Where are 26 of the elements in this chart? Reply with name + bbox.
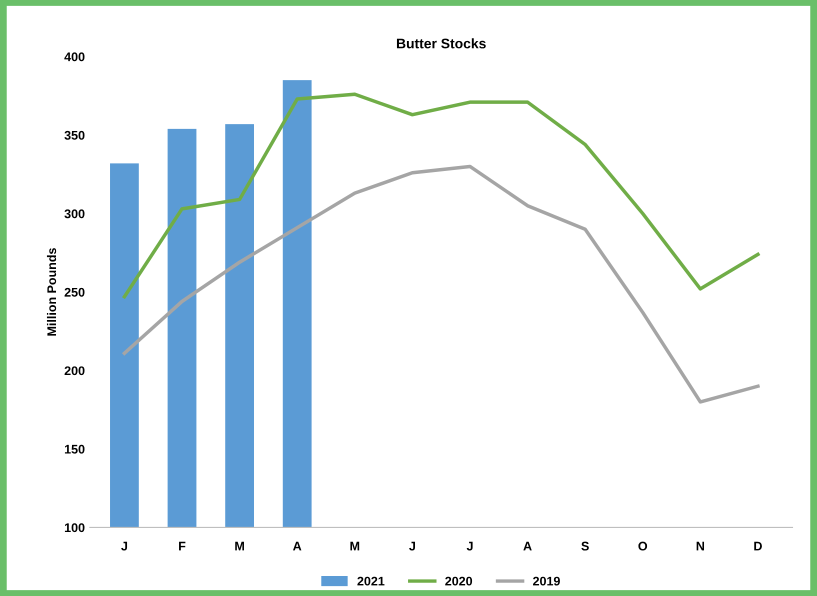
y-tick-label: 250	[64, 288, 84, 297]
x-tick-label: A	[523, 542, 532, 550]
x-tick-label: N	[696, 542, 704, 550]
x-tick-label: M	[235, 542, 244, 550]
x-tick-label: J	[409, 542, 416, 551]
y-tick-label: 350	[64, 130, 84, 140]
line-series	[122, 92, 760, 298]
y-tick-label: 200	[64, 366, 84, 376]
chart-title: Butter Stocks	[396, 38, 486, 48]
x-tick-label: F	[179, 542, 186, 550]
legend-label: 2019	[533, 576, 560, 586]
legend-label: 2021	[357, 576, 384, 586]
x-tick-label: J	[121, 542, 128, 551]
x-tick-label: O	[638, 542, 648, 551]
legend-label: 2020	[445, 576, 472, 586]
x-tick-label: D	[754, 542, 762, 550]
line-series	[122, 164, 760, 404]
y-tick-label: 100	[64, 523, 84, 532]
y-tick-label: 150	[64, 444, 84, 454]
x-tick-label: J	[466, 542, 473, 551]
x-tick-label: S	[581, 542, 589, 551]
x-tick-label: A	[292, 542, 302, 550]
y-tick-label: 400	[64, 52, 84, 62]
x-tick-label: M	[350, 542, 360, 550]
y-axis-title: Million Pounds	[46, 248, 56, 336]
y-tick-label: 300	[64, 209, 84, 218]
